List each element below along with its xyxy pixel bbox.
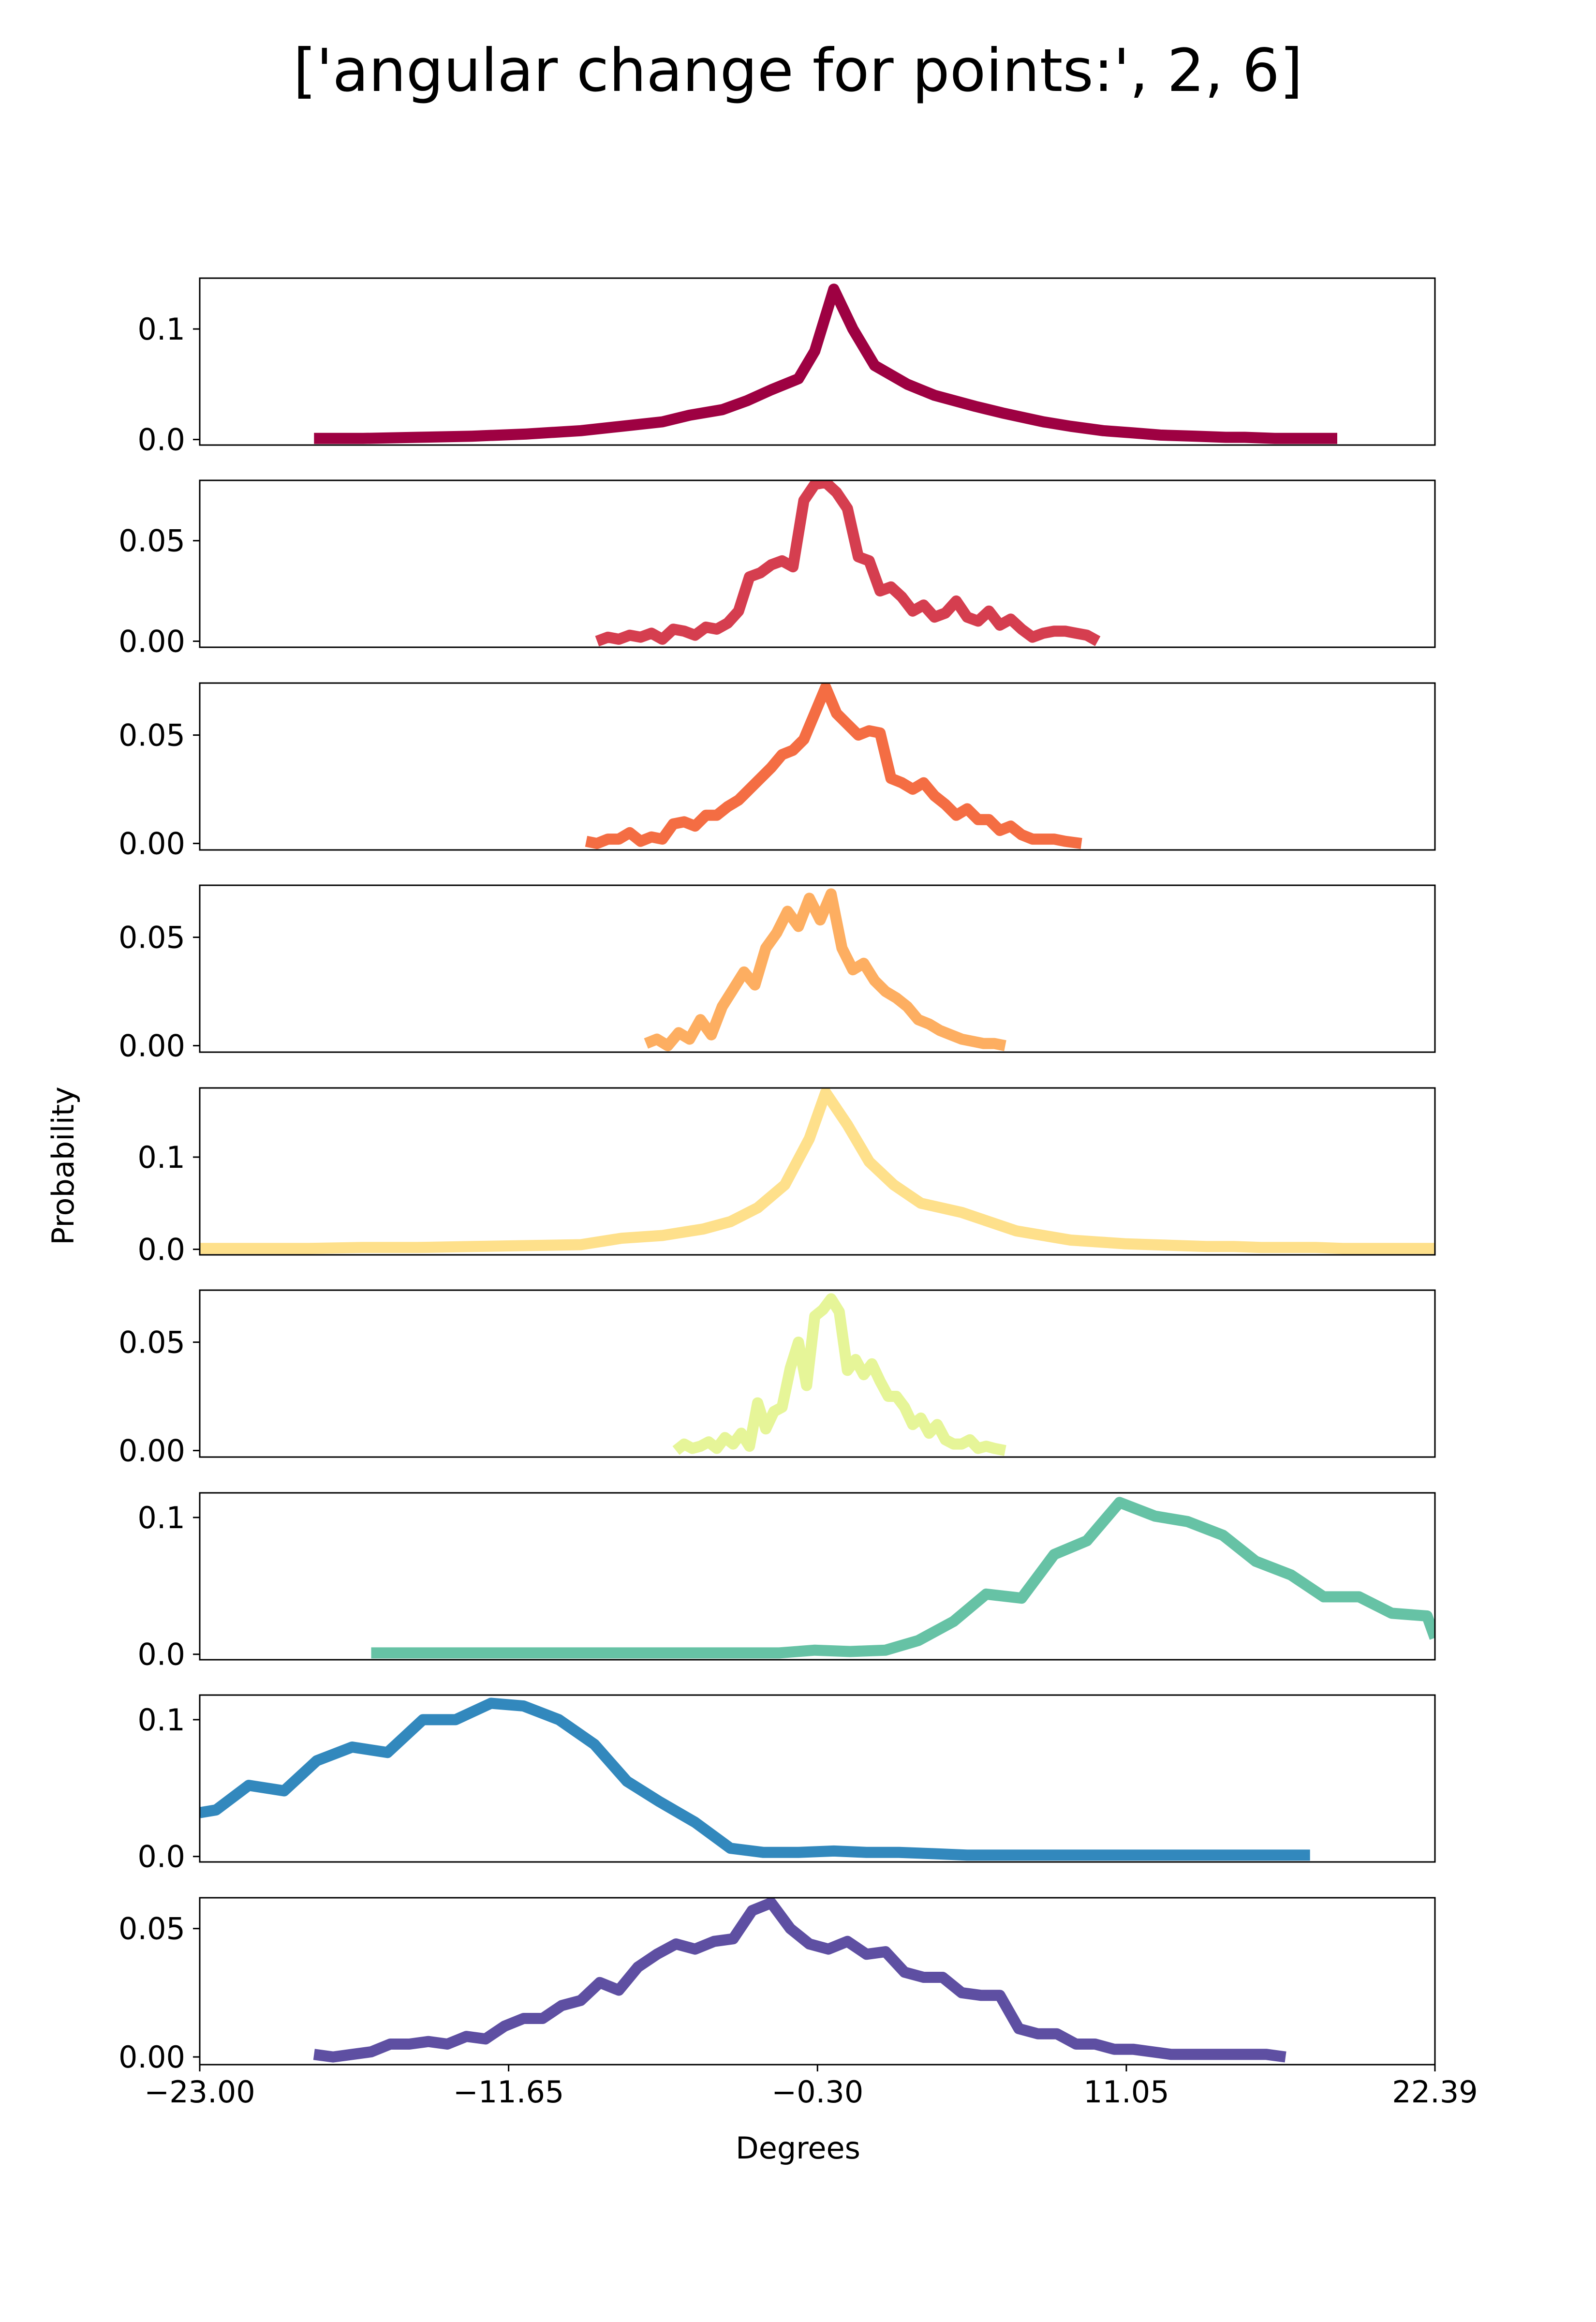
panel-frame [199,1087,1436,1256]
y-tick-label: 0.00 [118,1028,185,1064]
series-line-6 [672,1293,1006,1456]
panel-frame [199,682,1436,851]
y-tick-label: 0.05 [118,920,185,955]
panel-6: 0.00 0.05 [118,1289,1436,1469]
y-tick-label: 0.0 [137,422,185,458]
x-tick-label: 22.39 [1392,2074,1478,2110]
panel-8: 0.0 0.1 [137,1694,1436,1875]
panel-3: 0.00 0.05 [118,682,1436,862]
panel-5: 0.0 0.1 [137,1087,1436,1267]
x-tick-label: −0.30 [771,2074,863,2110]
panel-frame [199,277,1436,446]
panel-4: 0.00 0.05 [118,884,1436,1064]
panel-frame [199,479,1436,648]
panel-frame [199,1289,1436,1458]
series-line-8 [200,1697,1310,1861]
panel-frame [199,1694,1436,1863]
y-tick-label: 0.05 [118,523,185,559]
y-tick-label: 0.0 [137,1839,185,1875]
y-tick-label: 0.1 [137,1500,185,1535]
y-tick-label: 0.0 [137,1637,185,1672]
y-tick-label: 0.0 [137,1232,185,1267]
y-tick-label: 0.1 [137,1702,185,1738]
y-tick-label: 0.00 [118,1433,185,1469]
series-line-2 [595,480,1101,647]
panel-frame [199,884,1436,1053]
y-tick-label: 0.1 [137,312,185,347]
y-tick-label: 0.05 [118,718,185,753]
y-tick-label: 0.00 [118,2039,185,2075]
y-axis-label: Probability [45,1087,81,1245]
panel-1: 0.0 0.1 [137,277,1436,458]
x-axis-label: Degrees [736,2130,860,2166]
x-tick-label: −23.00 [144,2074,255,2110]
y-tick-label: 0.05 [118,1325,185,1360]
y-tick-label: 0.00 [118,624,185,659]
series-line-5 [200,1088,1435,1254]
x-axis: −23.00 −11.65 −0.30 11.05 22.39 [144,2065,1478,2110]
panel-2: 0.00 0.05 [118,479,1436,659]
panel-frame [199,1492,1436,1661]
x-tick-label: −11.65 [453,2074,564,2110]
series-line-4 [644,888,1006,1052]
series-line-1 [314,283,1337,444]
panel-9: 0.00 0.05 [118,1897,1436,2075]
series-line-7 [371,1497,1435,1659]
y-tick-label: 0.05 [118,1911,185,1947]
y-tick-label: 0.1 [137,1140,185,1175]
y-tick-label: 0.00 [118,826,185,862]
series-line-3 [585,683,1082,849]
chart-title: ['angular change for points:', 2, 6] [293,36,1302,105]
panel-7: 0.0 0.1 [137,1492,1436,1672]
series-line-9 [313,1898,1286,2063]
x-tick-label: 11.05 [1083,2074,1169,2110]
plot-panels: 0.00.10.000.050.000.050.000.050.00.10.00… [118,277,1436,2075]
panel-frame [199,1897,1436,2066]
